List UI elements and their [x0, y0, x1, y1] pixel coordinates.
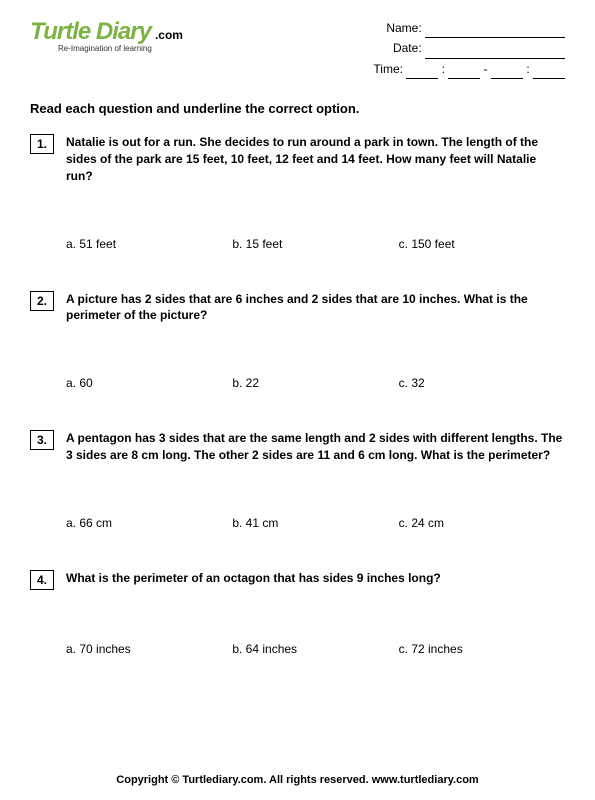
question-1: 1. Natalie is out for a run. She decides…: [30, 134, 565, 250]
name-label: Name:: [386, 21, 421, 35]
footer: Copyright © Turtlediary.com. All rights …: [0, 774, 595, 786]
q3-opt-b: b. 41 cm: [232, 516, 398, 530]
q4-opt-a: a. 70 inches: [66, 642, 232, 656]
q3-number: 3.: [30, 430, 54, 450]
q1-opt-c: c. 150 feet: [399, 237, 565, 251]
q1-text: Natalie is out for a run. She decides to…: [66, 134, 565, 184]
q2-text: A picture has 2 sides that are 6 inches …: [66, 291, 565, 325]
q2-opt-b: b. 22: [232, 376, 398, 390]
q1-opt-b: b. 15 feet: [232, 237, 398, 251]
questions-container: 1. Natalie is out for a run. She decides…: [0, 134, 595, 656]
instruction: Read each question and underline the cor…: [0, 87, 595, 134]
time-h1: [406, 78, 438, 79]
question-3: 3. A pentagon has 3 sides that are the s…: [30, 430, 565, 530]
q4-number: 4.: [30, 570, 54, 590]
logo-suffix: .com: [155, 28, 183, 42]
q3-opt-c: c. 24 cm: [399, 516, 565, 530]
q3-text: A pentagon has 3 sides that are the same…: [66, 430, 565, 464]
q4-opt-c: c. 72 inches: [399, 642, 565, 656]
q2-opt-a: a. 60: [66, 376, 232, 390]
question-4: 4. What is the perimeter of an octagon t…: [30, 570, 565, 656]
q2-opt-c: c. 32: [399, 376, 565, 390]
logo-main: Turtle Diary: [30, 18, 151, 45]
question-2: 2. A picture has 2 sides that are 6 inch…: [30, 291, 565, 391]
q4-opt-b: b. 64 inches: [232, 642, 398, 656]
q4-text: What is the perimeter of an octagon that…: [66, 570, 565, 587]
q3-opt-a: a. 66 cm: [66, 516, 232, 530]
logo-tagline: Re-Imagination of learning: [58, 44, 210, 53]
meta-block: Name: Date: Time: : - :: [373, 18, 565, 79]
logo: Turtle Diary .com Re-Imagination of learn…: [30, 18, 210, 79]
q1-opt-a: a. 51 feet: [66, 237, 232, 251]
time-m2: [533, 78, 565, 79]
q2-number: 2.: [30, 291, 54, 311]
time-m1: [448, 78, 480, 79]
time-label: Time:: [373, 62, 403, 76]
q1-number: 1.: [30, 134, 54, 154]
time-h2: [491, 78, 523, 79]
date-label: Date:: [393, 41, 422, 55]
